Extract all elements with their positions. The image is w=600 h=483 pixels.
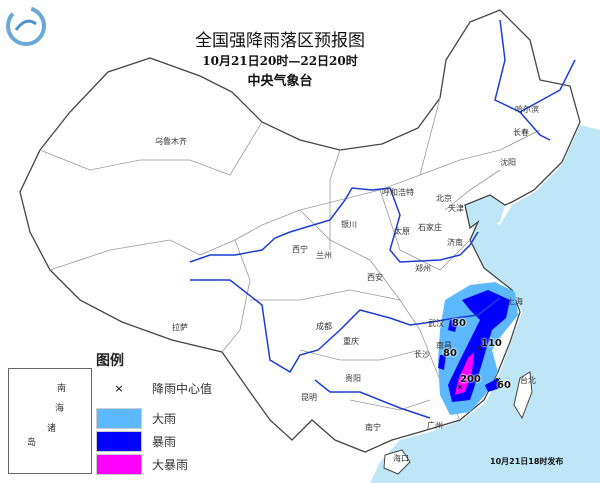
forecast-period: 10月21日20时—22日20时	[202, 54, 358, 68]
rainstorm-area	[438, 290, 510, 402]
city-label: 呼和浩特	[382, 188, 414, 197]
rain-center-value: 80	[443, 348, 457, 359]
legend-item-heavy-rain: 大雨	[96, 408, 176, 429]
legend-item-heavy-rainstorm: 大暴雨	[96, 454, 188, 475]
rain-center-symbol: ×	[114, 382, 124, 395]
legend-label: 暴雨	[152, 435, 177, 449]
city-label: 海口	[393, 454, 409, 463]
city-label: 乌鲁木齐	[155, 137, 187, 146]
city-label: 北京	[436, 194, 452, 203]
city-label: 石家庄	[418, 223, 442, 232]
city-label: 贵阳	[345, 374, 361, 383]
legend-title: 图例	[96, 353, 124, 369]
bohai-sea	[465, 195, 505, 230]
legend-item-rain-center: × 降雨中心值	[96, 380, 212, 397]
city-label: 拉萨	[172, 323, 188, 332]
songhua-river	[494, 19, 576, 141]
city-label: 武汉	[428, 319, 444, 328]
city-label: 西宁	[292, 245, 308, 254]
city-label: 沈阳	[500, 158, 516, 167]
inset-label: 南	[57, 384, 67, 394]
province-borders	[39, 97, 541, 421]
legend-swatch	[96, 408, 142, 429]
yangtze-river	[190, 279, 501, 374]
issue-time: 10月21日18时发布	[490, 457, 564, 466]
legend-label: 大暴雨	[152, 458, 189, 472]
city-label: 台北	[520, 376, 536, 385]
city-label: 哈尔滨	[515, 105, 539, 114]
city-label: 上海	[507, 297, 523, 306]
rain-center-value: 60	[497, 380, 511, 391]
inset-label: 诸	[47, 424, 57, 434]
city-label: 天津	[448, 204, 464, 213]
south-china-sea-inset: 南 海 诸 岛	[8, 368, 92, 474]
legend-label: 降雨中心值	[152, 382, 213, 396]
city-label: 成都	[316, 322, 332, 331]
legend-swatch	[96, 431, 142, 452]
inset-label: 岛	[27, 438, 37, 448]
city-label: 南宁	[365, 423, 381, 432]
legend-label: 大雨	[152, 412, 177, 426]
rain-center-value: 80	[452, 318, 466, 329]
rain-center-value: 110	[481, 338, 502, 349]
city-label: 广州	[427, 421, 443, 430]
issuer: 中央气象台	[247, 74, 313, 89]
rain-center-markers	[457, 345, 501, 390]
rivers	[189, 19, 576, 419]
city-label: 兰州	[316, 251, 332, 260]
heavy-rainstorm-area	[455, 352, 474, 395]
sea	[370, 125, 600, 483]
pearl-river	[314, 379, 431, 419]
rain-center-value: 200	[460, 374, 481, 385]
legend-item-rainstorm: 暴雨	[96, 431, 176, 452]
city-label: 郑州	[415, 264, 431, 273]
city-label: 济南	[447, 238, 463, 247]
legend-swatch	[96, 454, 142, 475]
yellow-river	[189, 187, 479, 263]
cma-logo-icon	[6, 6, 46, 46]
city-label: 昆明	[301, 393, 317, 402]
city-label: 银川	[341, 220, 357, 229]
taiwan-island	[513, 371, 533, 420]
city-label: 重庆	[343, 337, 359, 346]
city-label: 长沙	[414, 350, 430, 359]
city-label: 南昌	[436, 341, 452, 350]
city-label: 太原	[394, 227, 410, 236]
inset-label: 海	[55, 404, 65, 414]
city-label: 西安	[367, 273, 383, 282]
hainan-island	[383, 449, 411, 475]
map-title: 全国强降雨落区预报图	[195, 31, 365, 51]
city-label: 长春	[513, 128, 529, 137]
